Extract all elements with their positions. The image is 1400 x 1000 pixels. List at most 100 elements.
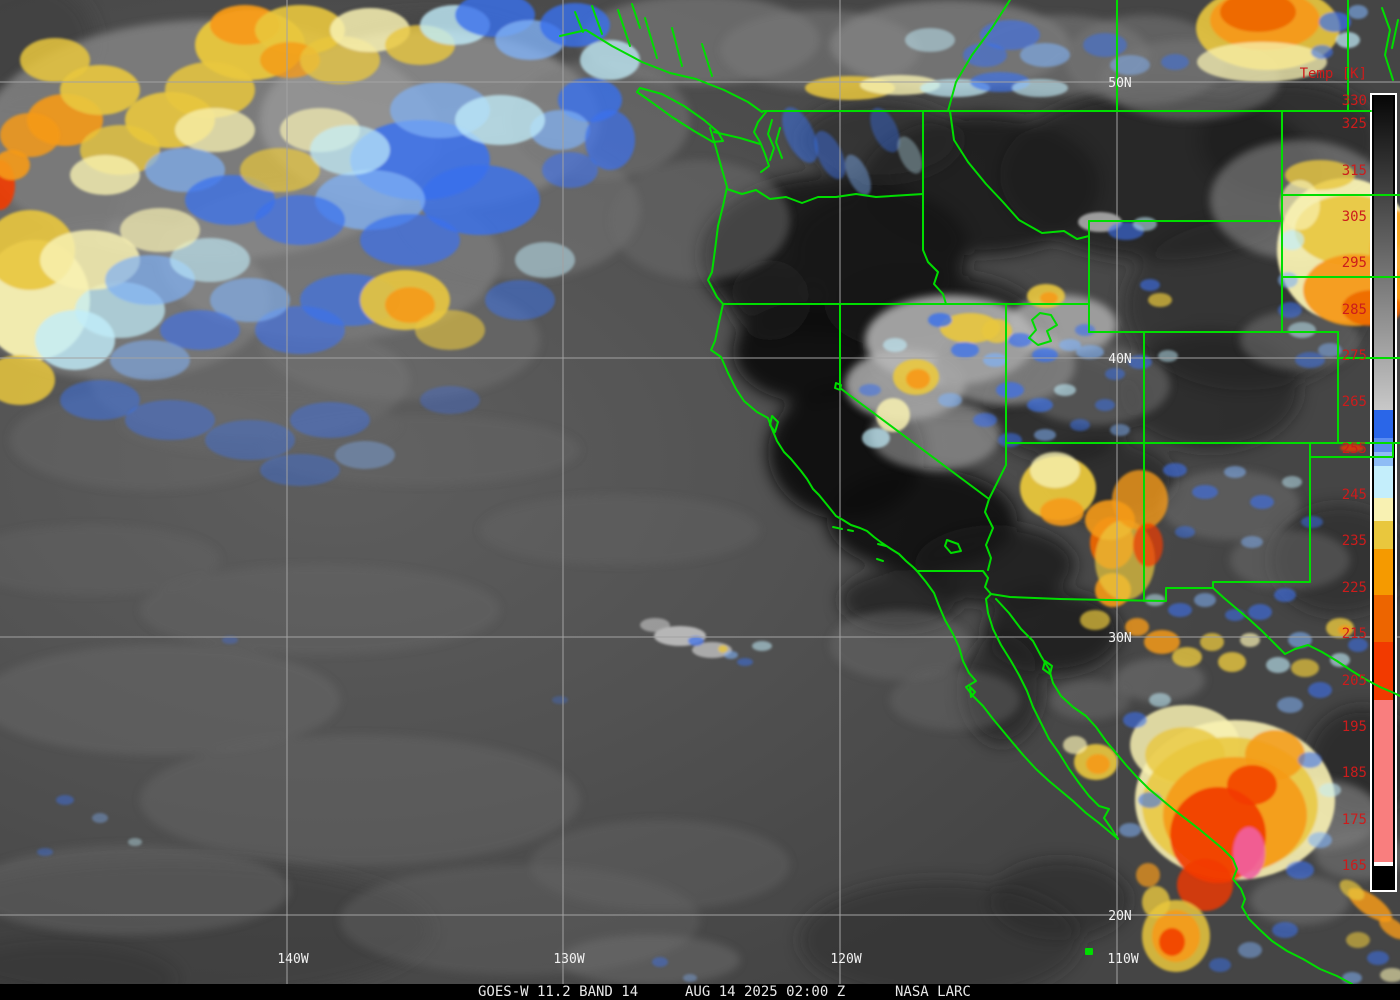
colorbar-tick-label: 285 xyxy=(1342,302,1367,318)
cold-cloud-blob xyxy=(951,342,979,358)
colorbar-tick-label: 330 xyxy=(1342,93,1367,109)
cold-cloud-blob xyxy=(1209,958,1231,972)
colorbar-segment xyxy=(1374,700,1393,862)
cold-cloud-blob xyxy=(335,441,395,469)
puget-sound xyxy=(753,111,770,173)
cold-cloud-blob xyxy=(185,175,275,225)
colorbar-segment xyxy=(1374,595,1393,642)
cold-cloud-blob xyxy=(1149,693,1171,707)
cold-cloud-blob xyxy=(973,413,997,427)
cloud-blob xyxy=(0,525,220,595)
cloud-blob xyxy=(140,565,500,655)
cold-cloud-blob xyxy=(125,400,215,440)
cold-cloud-blob xyxy=(205,420,295,460)
cold-cloud-blob xyxy=(385,287,435,323)
cold-cloud-blob xyxy=(1133,217,1157,231)
ok-tx-panhandle xyxy=(1309,442,1394,458)
cold-cloud-blob xyxy=(1348,5,1368,19)
cold-cloud-blob xyxy=(580,40,640,80)
tiburon-island xyxy=(1042,660,1053,675)
ca-nv-border xyxy=(839,303,994,571)
caption-bar: GOES-W 11.2 BAND 14 AUG 14 2025 02:00 Z … xyxy=(0,984,1400,1000)
cold-cloud-blob xyxy=(870,107,900,153)
longitude-label: 110W xyxy=(1107,952,1138,967)
cold-cloud-blob xyxy=(585,110,635,170)
cold-cloud-blob xyxy=(1200,633,1224,651)
cold-cloud-blob xyxy=(1240,633,1260,647)
cold-cloud-blob xyxy=(222,636,238,644)
latitude-label: 20N xyxy=(1108,909,1131,924)
colorbar-tick-label: 165 xyxy=(1342,858,1367,874)
cold-cloud-blob xyxy=(1125,618,1149,636)
cold-cloud-blob xyxy=(640,618,670,632)
colorbar-segment xyxy=(1374,498,1393,521)
nm-tx-border xyxy=(1212,442,1311,589)
cold-cloud-blob xyxy=(1274,588,1296,602)
channel-island-3 xyxy=(877,543,887,547)
cold-cloud-blob xyxy=(110,340,190,380)
vancouver-island xyxy=(636,87,724,143)
cedros-island xyxy=(969,686,976,698)
cold-cloud-blob xyxy=(1330,653,1350,667)
cold-cloud-blob xyxy=(1172,647,1202,667)
bc-ab-border xyxy=(947,0,1011,112)
colorbar-title: Temp [K] xyxy=(1300,66,1367,82)
cold-cloud-blob xyxy=(1311,45,1333,59)
cold-cloud-blob xyxy=(1319,12,1351,32)
cold-cloud-blob xyxy=(128,838,142,846)
us-mexico-border xyxy=(916,570,1214,602)
cloud-blob xyxy=(830,610,970,680)
cold-cloud-blob xyxy=(938,393,962,407)
cold-cloud-blob xyxy=(255,195,345,245)
cold-cloud-blob xyxy=(1168,603,1192,617)
cold-cloud-blob xyxy=(1133,523,1163,567)
cold-cloud-blob xyxy=(1238,942,1262,958)
bc-coastline xyxy=(559,29,763,113)
socorro-island xyxy=(1085,948,1093,955)
cold-cloud-blob xyxy=(515,242,575,278)
longitude-label: 130W xyxy=(553,952,584,967)
cold-cloud-blob xyxy=(60,380,140,420)
cold-cloud-blob xyxy=(1338,625,1352,635)
cold-cloud-blob xyxy=(1027,398,1053,412)
cold-cloud-blob xyxy=(1054,384,1076,396)
cold-cloud-blob xyxy=(1301,516,1323,528)
cold-cloud-blob xyxy=(160,310,240,350)
cold-cloud-blob xyxy=(1148,293,1172,307)
cold-cloud-blob xyxy=(1346,932,1370,948)
channel-island-2 xyxy=(847,529,854,532)
cold-cloud-blob xyxy=(1163,463,1187,477)
bc-fjord-6 xyxy=(574,11,584,33)
land-blob xyxy=(990,860,1130,940)
cold-cloud-blob xyxy=(37,848,53,856)
cold-cloud-blob xyxy=(485,280,555,320)
cold-cloud-blob xyxy=(1342,972,1362,984)
caption-product: GOES-W 11.2 BAND 14 xyxy=(478,984,639,1000)
cold-cloud-blob xyxy=(897,136,923,174)
sonora-sinaloa-coast xyxy=(995,598,1353,985)
mb-lakes xyxy=(1381,7,1394,81)
cold-cloud-blob xyxy=(845,154,871,196)
cold-cloud-blob xyxy=(260,454,340,486)
cold-cloud-blob xyxy=(683,974,697,982)
cold-cloud-blob xyxy=(1144,630,1180,654)
cold-cloud-blob xyxy=(1233,827,1265,879)
cold-cloud-blob xyxy=(1278,302,1302,318)
cold-cloud-blob xyxy=(1040,498,1084,526)
cold-cloud-blob xyxy=(1032,348,1058,362)
cold-cloud-blob xyxy=(170,238,250,282)
colorbar-tick-label: 265 xyxy=(1342,394,1367,410)
bc-fjord-5 xyxy=(701,43,713,77)
juan-de-fuca-strait xyxy=(713,131,761,145)
cold-cloud-blob xyxy=(1159,928,1185,956)
cold-cloud-blob xyxy=(1308,682,1332,698)
cold-cloud-blob xyxy=(905,28,955,52)
cold-cloud-blob xyxy=(996,382,1024,398)
cloud-blob xyxy=(530,820,790,910)
baja-pacific-coast xyxy=(916,570,1119,840)
cold-cloud-blob xyxy=(1288,322,1316,338)
cold-cloud-blob xyxy=(1030,452,1080,488)
cold-cloud-blob xyxy=(1075,324,1095,336)
